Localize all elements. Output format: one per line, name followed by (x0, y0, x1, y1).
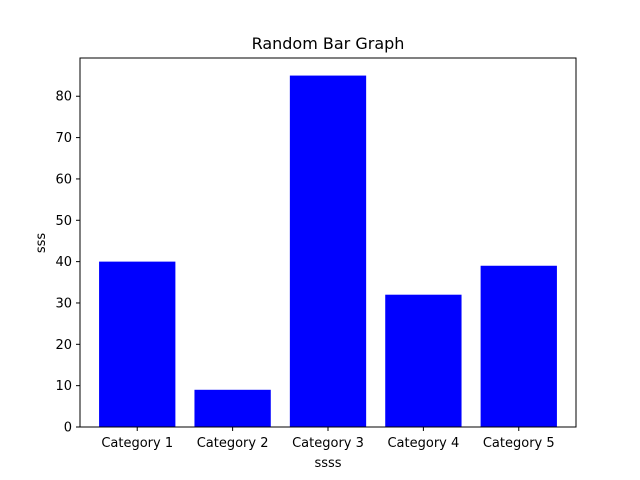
y-tick-label: 30 (55, 296, 72, 311)
x-tick-label: Category 3 (292, 436, 364, 451)
y-tick-label: 10 (55, 379, 72, 394)
x-tick-label: Category 2 (197, 436, 269, 451)
y-tick-label: 0 (64, 421, 72, 436)
bar (194, 389, 271, 427)
bar (385, 294, 462, 427)
y-axis-label: sss (34, 233, 49, 254)
bar (480, 265, 557, 427)
bars-group (99, 75, 557, 428)
y-tick-label: 50 (55, 214, 72, 229)
bar (99, 261, 176, 427)
chart-title: Random Bar Graph (252, 34, 405, 53)
x-tick-label: Category 1 (101, 436, 173, 451)
y-tick-label: 80 (55, 90, 72, 105)
x-axis-ticks: Category 1 Category 2 Category 3 Category 4… (101, 427, 555, 451)
x-tick-label: Category 4 (387, 436, 459, 451)
bar (289, 75, 367, 428)
y-tick-label: 40 (55, 255, 72, 270)
y-tick-label: 60 (55, 172, 72, 187)
x-axis-label: ssss (314, 456, 341, 471)
y-tick-label: 70 (55, 131, 72, 146)
plot-frame (79, 57, 577, 428)
y-axis-ticks: 0 10 20 30 40 50 60 70 80 (55, 90, 80, 436)
x-tick-label: Category 5 (483, 436, 555, 451)
y-tick-label: 20 (55, 338, 72, 353)
